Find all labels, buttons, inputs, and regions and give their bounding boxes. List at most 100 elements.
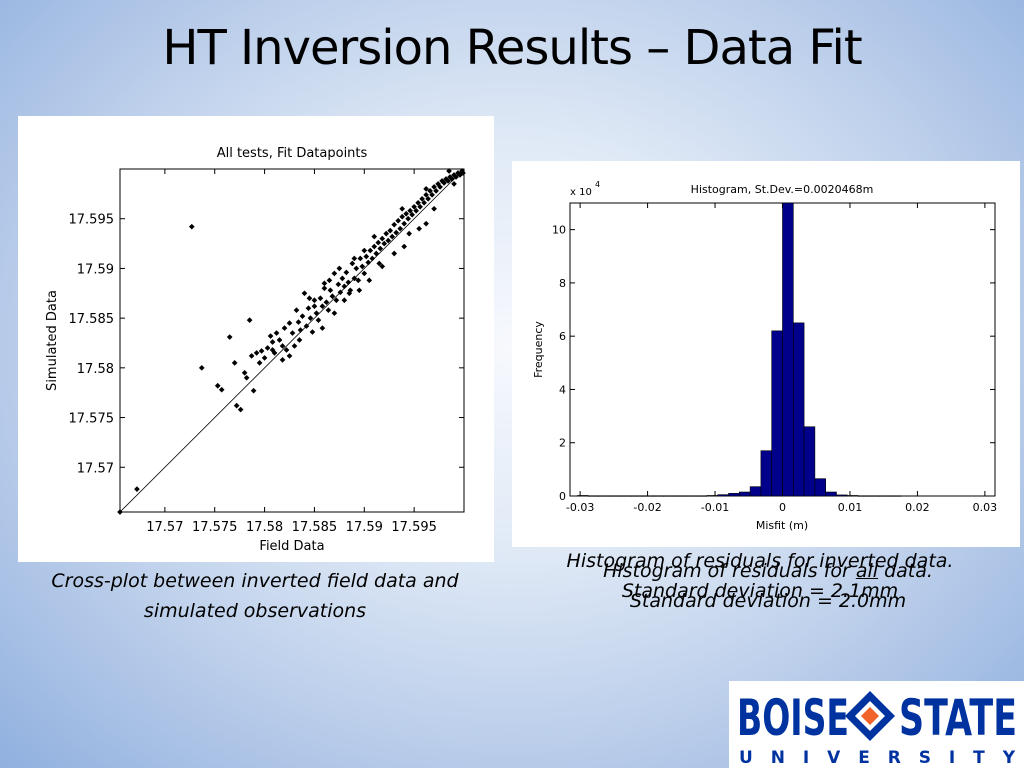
- data-point: [431, 205, 437, 212]
- data-point: [433, 188, 439, 194]
- data-point: [267, 333, 274, 339]
- data-point: [375, 239, 382, 246]
- x-tick-label: -0.01: [701, 501, 729, 514]
- data-point: [246, 317, 253, 323]
- data-point: [351, 255, 358, 262]
- histogram-bar: [760, 450, 773, 497]
- histogram-bar: [674, 495, 686, 497]
- data-point: [427, 188, 433, 194]
- data-point: [403, 210, 409, 217]
- histogram-bar: [631, 495, 643, 497]
- data-point: [305, 305, 312, 312]
- caption-histogram-new-line1-b: all: [855, 560, 879, 582]
- caption-histogram-new-line1-c: data.: [878, 560, 933, 582]
- histogram-bar: [836, 494, 848, 497]
- y-tick-label: 17.575: [69, 412, 115, 427]
- data-point: [391, 221, 398, 228]
- histogram-chart-panel: Histogram, St.Dev.=0.0020468m x 10 4 -0.03-…: [512, 161, 1020, 547]
- reference-line: [119, 168, 465, 513]
- histogram-bar: [825, 491, 837, 497]
- data-point: [395, 217, 402, 224]
- data-point: [321, 280, 328, 287]
- x-tick-label: 0.02: [905, 501, 930, 514]
- slide-title: HT Inversion Results – Data Fit: [162, 20, 862, 76]
- data-point: [345, 279, 352, 286]
- histogram-bar: [598, 495, 611, 497]
- data-point: [231, 360, 238, 366]
- y-tick-label: 17.585: [69, 312, 115, 327]
- data-point: [409, 211, 415, 218]
- histogram-bar: [846, 495, 859, 497]
- data-point: [258, 348, 265, 354]
- data-point: [281, 325, 288, 331]
- histogram-bar: [717, 494, 729, 497]
- histogram-bar: [771, 330, 783, 497]
- data-point: [356, 287, 363, 294]
- data-point: [336, 265, 343, 272]
- histogram-bar: [695, 495, 708, 497]
- data-point: [237, 406, 244, 413]
- data-point: [253, 350, 260, 356]
- data-point: [389, 233, 396, 240]
- data-point: [441, 180, 447, 186]
- histogram-bar: [620, 495, 632, 497]
- y-multiplier-exponent: 4: [595, 180, 600, 189]
- data-point: [331, 310, 338, 316]
- data-point: [331, 270, 338, 277]
- data-point: [293, 307, 300, 314]
- data-point: [451, 181, 457, 187]
- data-point: [299, 313, 306, 319]
- data-point: [198, 365, 205, 371]
- data-point: [343, 269, 350, 276]
- histogram-bar: [890, 495, 902, 497]
- y-tick-label: 17.58: [77, 362, 114, 377]
- data-point: [349, 260, 356, 267]
- data-point: [325, 307, 332, 314]
- caption-histogram-new-line1: Histogram of residuals for all data.: [508, 556, 1024, 586]
- data-point: [413, 207, 419, 214]
- data-point: [261, 355, 268, 361]
- data-point: [326, 277, 333, 284]
- data-point: [371, 233, 378, 240]
- x-tick-label: 17.585: [292, 520, 338, 535]
- data-point: [286, 320, 293, 326]
- data-point: [286, 353, 293, 359]
- data-point: [311, 303, 318, 310]
- data-point: [377, 245, 384, 252]
- data-point: [359, 263, 366, 270]
- data-point: [346, 290, 353, 297]
- data-point: [279, 357, 286, 363]
- data-point: [301, 290, 308, 297]
- data-point: [319, 325, 326, 331]
- data-point: [416, 225, 422, 232]
- caption-histogram-new-line1-a: Histogram of residuals for: [603, 560, 856, 582]
- data-point: [387, 227, 394, 234]
- logo-word-boise: BOISE: [737, 689, 849, 747]
- data-point: [250, 387, 257, 394]
- scatter-chart: All tests, Fit Datapoints 17.57 17.575 17.5…: [45, 146, 466, 554]
- data-point: [291, 343, 298, 349]
- data-point: [353, 265, 360, 272]
- caption-histogram-new-line2: Standard deviation = 2.0mm: [629, 590, 907, 612]
- data-point: [369, 255, 376, 262]
- data-point: [214, 382, 221, 389]
- data-point: [117, 509, 123, 515]
- histogram-bar: [879, 495, 891, 497]
- data-point: [319, 303, 326, 310]
- logo-diamond-icon: [845, 691, 895, 741]
- caption-histogram-new: Histogram of residuals for all data. Sta…: [508, 556, 1024, 616]
- y-tick-label: 10: [552, 224, 566, 237]
- x-tick-label: 0.03: [973, 501, 998, 514]
- data-point: [269, 347, 276, 353]
- y-tick-label: 8: [559, 277, 566, 290]
- data-point: [355, 277, 362, 284]
- data-point: [399, 213, 406, 220]
- y-tick-label: 2: [559, 437, 566, 450]
- data-point: [279, 343, 286, 349]
- data-point: [283, 347, 290, 353]
- data-point: [391, 250, 398, 257]
- data-point: [341, 283, 348, 290]
- data-point: [269, 339, 276, 345]
- histogram-bar: [609, 495, 621, 497]
